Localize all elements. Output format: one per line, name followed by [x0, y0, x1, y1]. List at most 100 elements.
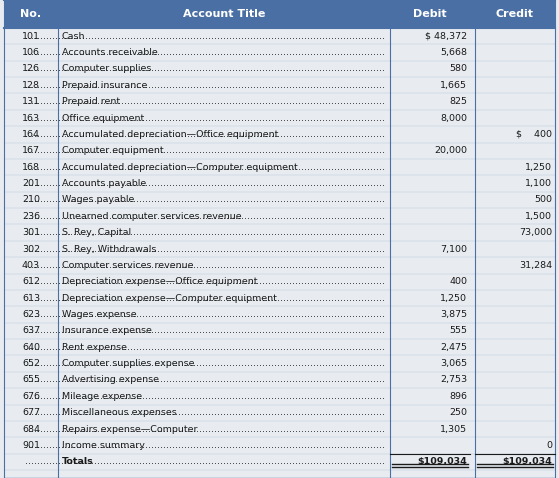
Text: 302: 302 — [22, 245, 40, 253]
Text: ................................................................................: ........................................… — [25, 457, 385, 467]
Text: ................................................................................: ........................................… — [25, 179, 385, 188]
Text: 131: 131 — [22, 97, 40, 106]
Text: 168: 168 — [22, 163, 40, 172]
Text: ................................................................................: ........................................… — [25, 48, 385, 57]
Text: 128: 128 — [22, 81, 40, 90]
Text: 106: 106 — [22, 48, 40, 57]
Text: Office equipment: Office equipment — [62, 114, 144, 122]
Text: Unearned computer services revenue: Unearned computer services revenue — [62, 212, 241, 221]
Text: 167: 167 — [22, 146, 40, 155]
Text: ................................................................................: ........................................… — [25, 326, 385, 336]
Text: 126: 126 — [22, 65, 40, 74]
Text: 677: 677 — [22, 408, 40, 417]
Text: 7,100: 7,100 — [440, 245, 467, 253]
Text: 612: 612 — [22, 277, 40, 286]
Text: Prepaid insurance: Prepaid insurance — [62, 81, 148, 90]
Text: Account Title: Account Title — [183, 9, 265, 19]
Text: No.: No. — [21, 9, 41, 19]
Text: 1,250: 1,250 — [525, 163, 552, 172]
Text: 652: 652 — [22, 359, 40, 368]
Text: 3,065: 3,065 — [440, 359, 467, 368]
Text: 676: 676 — [22, 392, 40, 401]
Text: Wages expense: Wages expense — [62, 310, 136, 319]
Text: 1,305: 1,305 — [440, 424, 467, 434]
Text: $ 48,372: $ 48,372 — [425, 32, 467, 41]
Text: 403: 403 — [22, 261, 40, 270]
Text: Accounts receivable: Accounts receivable — [62, 48, 158, 57]
Text: ................................................................................: ........................................… — [25, 261, 385, 270]
Text: Depreciation expense—Computer equipment: Depreciation expense—Computer equipment — [62, 293, 277, 303]
Text: 73,000: 73,000 — [519, 228, 552, 237]
Text: ................................................................................: ........................................… — [25, 146, 385, 155]
Text: 164: 164 — [22, 130, 40, 139]
Text: S. Rey, Withdrawals: S. Rey, Withdrawals — [62, 245, 157, 253]
Text: ................................................................................: ........................................… — [25, 343, 385, 352]
Text: 896: 896 — [449, 392, 467, 401]
Text: ................................................................................: ........................................… — [25, 310, 385, 319]
Text: 580: 580 — [449, 65, 467, 74]
Text: ................................................................................: ........................................… — [25, 245, 385, 253]
Text: Accounts payable: Accounts payable — [62, 179, 146, 188]
Text: ................................................................................: ........................................… — [25, 32, 385, 41]
Text: $    400: $ 400 — [516, 130, 552, 139]
Text: 825: 825 — [449, 97, 467, 106]
Text: Computer supplies: Computer supplies — [62, 65, 151, 74]
Text: 2,753: 2,753 — [440, 375, 467, 384]
Text: 31,284: 31,284 — [519, 261, 552, 270]
Text: 637: 637 — [22, 326, 40, 336]
Text: ................................................................................: ........................................… — [25, 424, 385, 434]
Text: Repairs expense—Computer: Repairs expense—Computer — [62, 424, 197, 434]
Text: $109,034: $109,034 — [417, 457, 467, 467]
Text: Prepaid rent: Prepaid rent — [62, 97, 120, 106]
Text: 20,000: 20,000 — [434, 146, 467, 155]
Text: ................................................................................: ........................................… — [25, 441, 385, 450]
Text: 210: 210 — [22, 196, 40, 205]
Text: ................................................................................: ........................................… — [25, 97, 385, 106]
Text: ................................................................................: ........................................… — [25, 163, 385, 172]
Text: 400: 400 — [449, 277, 467, 286]
Text: ................................................................................: ........................................… — [25, 196, 385, 205]
Text: S. Rey, Capital: S. Rey, Capital — [62, 228, 131, 237]
Text: Totals: Totals — [62, 457, 94, 467]
Text: Computer equipment: Computer equipment — [62, 146, 164, 155]
Text: 101: 101 — [22, 32, 40, 41]
Text: 301: 301 — [22, 228, 40, 237]
Text: $109,034: $109,034 — [502, 457, 552, 467]
Text: Rent expense: Rent expense — [62, 343, 127, 352]
Text: 684: 684 — [22, 424, 40, 434]
Text: Computer supplies expense: Computer supplies expense — [62, 359, 195, 368]
Text: Credit: Credit — [496, 9, 534, 19]
Text: 0: 0 — [546, 441, 552, 450]
Text: 613: 613 — [22, 293, 40, 303]
Text: Accumulated depreciation—Office equipment: Accumulated depreciation—Office equipmen… — [62, 130, 278, 139]
Text: 655: 655 — [22, 375, 40, 384]
Text: 250: 250 — [449, 408, 467, 417]
Text: 236: 236 — [22, 212, 40, 221]
Text: ................................................................................: ........................................… — [25, 359, 385, 368]
Text: Income summary: Income summary — [62, 441, 145, 450]
Text: ................................................................................: ........................................… — [25, 408, 385, 417]
Bar — [4, 0, 555, 28]
Text: 5,668: 5,668 — [440, 48, 467, 57]
Text: 901: 901 — [22, 441, 40, 450]
Text: 2,475: 2,475 — [440, 343, 467, 352]
Text: 8,000: 8,000 — [440, 114, 467, 122]
Text: ................................................................................: ........................................… — [25, 293, 385, 303]
Text: 1,665: 1,665 — [440, 81, 467, 90]
Text: Wages payable: Wages payable — [62, 196, 134, 205]
Text: Advertising expense: Advertising expense — [62, 375, 159, 384]
Text: 500: 500 — [534, 196, 552, 205]
Text: ................................................................................: ........................................… — [25, 212, 385, 221]
Text: ................................................................................: ........................................… — [25, 277, 385, 286]
Text: 1,250: 1,250 — [440, 293, 467, 303]
Text: ................................................................................: ........................................… — [25, 228, 385, 237]
Text: Mileage expense: Mileage expense — [62, 392, 142, 401]
Text: Miscellaneous expenses: Miscellaneous expenses — [62, 408, 177, 417]
Text: ................................................................................: ........................................… — [25, 65, 385, 74]
Text: ................................................................................: ........................................… — [25, 114, 385, 122]
Text: ................................................................................: ........................................… — [25, 392, 385, 401]
Text: ................................................................................: ........................................… — [25, 81, 385, 90]
Text: Cash: Cash — [62, 32, 86, 41]
Text: Computer services revenue: Computer services revenue — [62, 261, 193, 270]
Text: ................................................................................: ........................................… — [25, 375, 385, 384]
